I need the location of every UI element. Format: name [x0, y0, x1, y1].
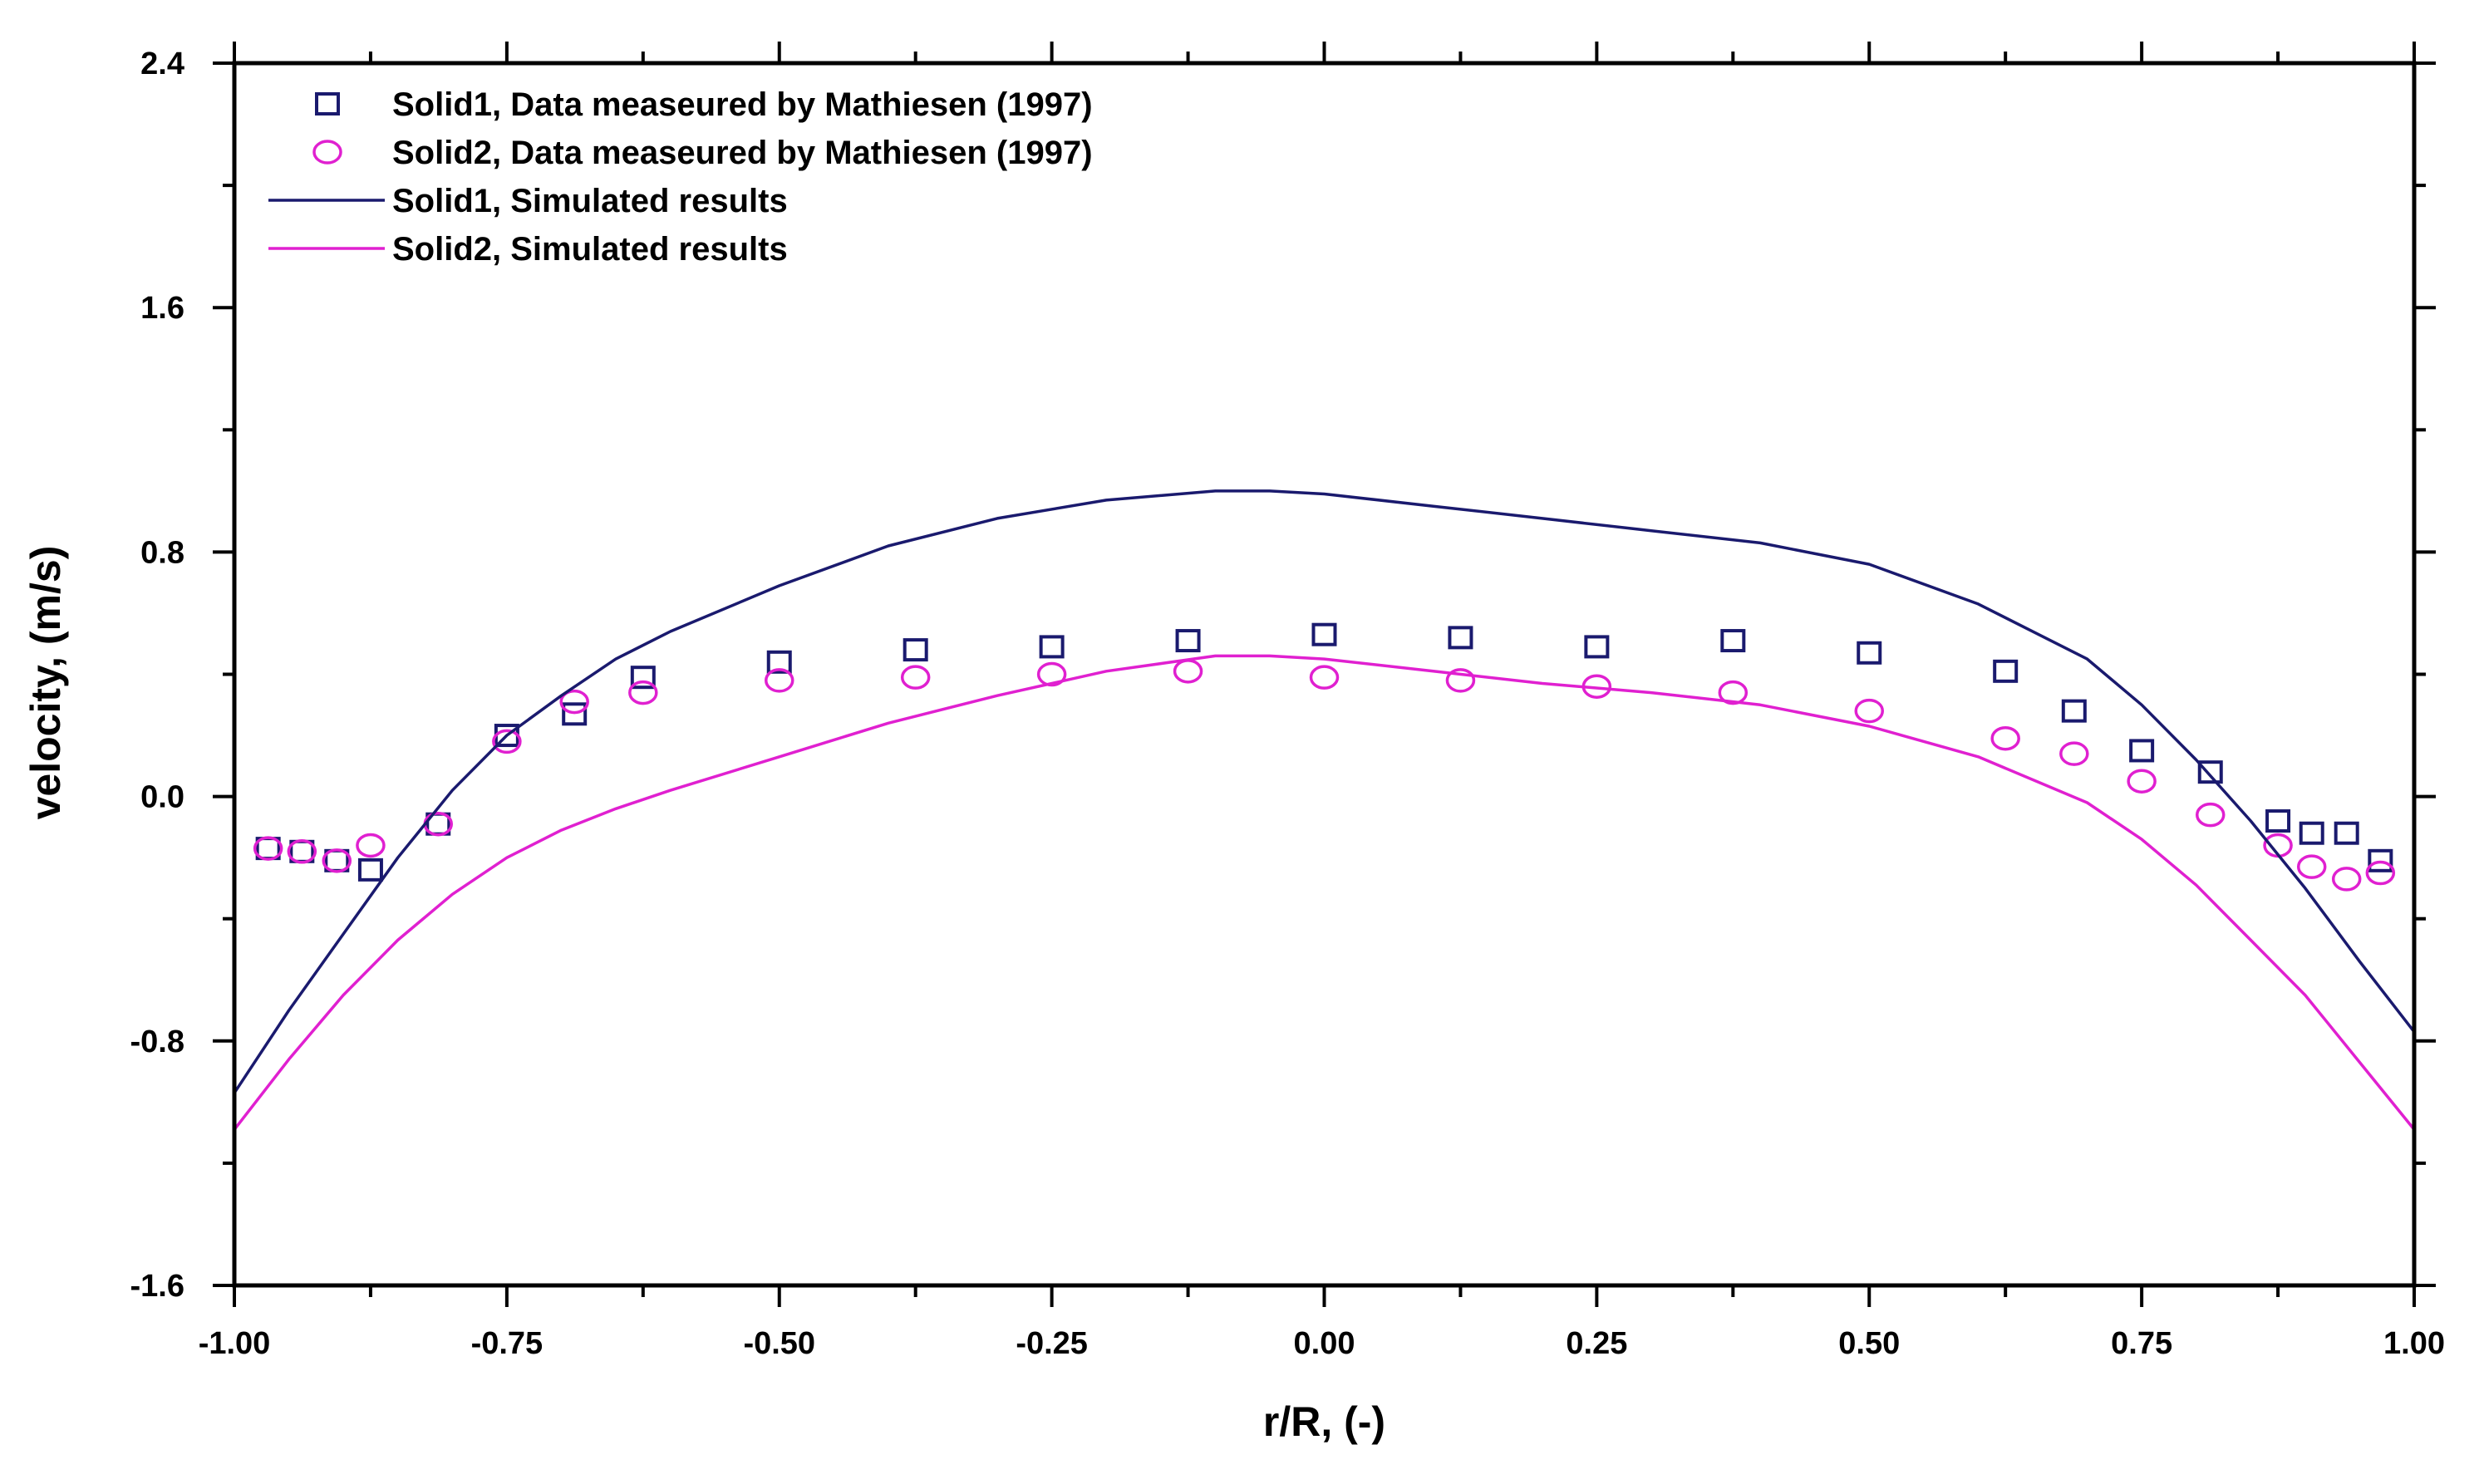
series-line-3	[233, 489, 2416, 1094]
data-point-square	[1584, 635, 1610, 659]
data-point-circle	[492, 729, 522, 754]
data-point-circle	[253, 836, 283, 861]
data-point-circle	[2059, 741, 2089, 766]
data-point-circle	[765, 668, 794, 693]
y-tick-label: 0.0	[140, 780, 184, 815]
data-point-circle	[1854, 698, 1884, 724]
data-point-circle	[2365, 860, 2396, 886]
data-point-square	[2334, 821, 2359, 845]
data-point-square	[1720, 629, 1746, 653]
data-point-square	[1039, 635, 1065, 659]
y-tick-label: -0.8	[130, 1025, 184, 1059]
data-point-circle	[2127, 769, 2157, 794]
x-tick-label: -0.75	[471, 1326, 544, 1361]
series-line-4	[233, 654, 2416, 1131]
data-point-circle	[628, 680, 658, 705]
y-tick-label: -1.6	[130, 1269, 184, 1304]
legend: Solid1, Data measeured by Mathiesen (199…	[268, 86, 1093, 268]
x-tick-label: 1.00	[2383, 1326, 2445, 1361]
data-point-circle	[1990, 725, 2020, 751]
y-tick-label: 2.4	[140, 47, 184, 81]
data-point-circle	[1036, 661, 1067, 687]
x-tick-label: 0.00	[1294, 1326, 1355, 1361]
legend-label: Solid1, Simulated results	[392, 183, 788, 219]
data-point-square	[2299, 821, 2324, 845]
y-tick-label: 0.8	[140, 535, 184, 570]
data-point-square	[766, 650, 792, 674]
data-point-circle	[322, 848, 352, 873]
data-point-square	[1175, 629, 1201, 653]
x-tick-label: 0.75	[2111, 1326, 2172, 1361]
data-point-square	[2265, 809, 2291, 833]
series-layer	[233, 489, 2416, 1131]
data-point-square	[2197, 760, 2223, 784]
data-point-circle	[2296, 854, 2327, 879]
legend-label: Solid1, Data measeured by Mathiesen (199…	[392, 86, 1093, 123]
x-axis-title: r/R, (-)	[1263, 1398, 1385, 1445]
y-axis-title: velocity, (m/s)	[22, 546, 69, 820]
data-point-square	[903, 638, 928, 662]
y-tick-label: 1.6	[140, 291, 184, 326]
data-point-square	[630, 666, 656, 690]
data-point-circle	[559, 689, 589, 715]
data-point-circle	[2331, 867, 2362, 892]
data-point-square	[1311, 622, 1337, 646]
x-tick-label: -1.00	[199, 1326, 271, 1361]
data-point-square	[1993, 659, 2019, 683]
data-point-circle	[1445, 668, 1476, 693]
data-point-square	[1448, 626, 1473, 650]
data-point-square	[357, 857, 383, 882]
data-point-square	[2061, 699, 2087, 723]
data-point-circle	[900, 665, 931, 690]
x-tick-label: -0.50	[743, 1326, 815, 1361]
x-tick-label: -0.25	[1016, 1326, 1088, 1361]
data-point-square	[2129, 739, 2155, 763]
data-point-circle	[356, 833, 386, 858]
data-point-square	[2368, 848, 2393, 872]
x-tick-label: 0.50	[1838, 1326, 1900, 1361]
legend-label: Solid2, Simulated results	[392, 231, 788, 268]
ticks-layer: -1.00 -0.75 -0.50 -0.25 0.00 0.25 0.50 0.75 1.00…	[130, 42, 2445, 1361]
data-point-square	[562, 702, 588, 726]
legend-square-swatch	[315, 92, 340, 115]
data-point-square	[1857, 641, 1882, 665]
data-point-circle	[1309, 665, 1340, 690]
data-point-circle	[1718, 680, 1749, 705]
legend-circle-swatch	[312, 140, 342, 165]
legend-label: Solid2, Data measeured by Mathiesen (199…	[392, 135, 1093, 171]
data-point-circle	[2195, 802, 2226, 828]
x-tick-label: 0.25	[1566, 1326, 1627, 1361]
data-point-circle	[287, 839, 317, 864]
